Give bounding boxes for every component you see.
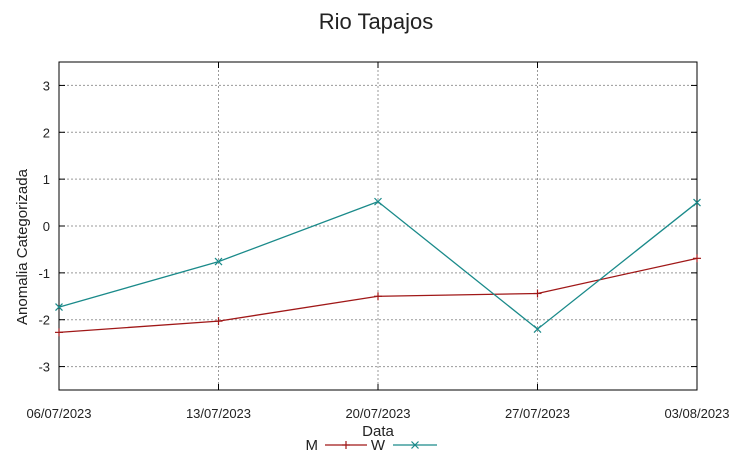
y-tick-label: 3 <box>43 78 50 93</box>
chart-title: Rio Tapajos <box>319 9 434 34</box>
grid-lines <box>59 62 697 390</box>
x-tick-label: 20/07/2023 <box>345 406 410 421</box>
plus-marker <box>693 254 701 263</box>
y-tick-label: 2 <box>43 125 50 140</box>
plus-marker <box>342 441 350 449</box>
y-tick-label: 0 <box>43 219 50 234</box>
x-axis-label: Data <box>362 423 394 440</box>
plus-marker <box>533 289 542 298</box>
x-marker <box>411 441 419 449</box>
x-tick-label: 13/07/2023 <box>186 406 251 421</box>
x-marker <box>214 257 223 266</box>
x-tick-label: 03/08/2023 <box>664 406 729 421</box>
x-tick-label: 06/07/2023 <box>26 406 91 421</box>
legend-label-m: M <box>306 437 319 454</box>
y-tick-label: 1 <box>43 172 50 187</box>
y-tick-label: -1 <box>38 266 50 281</box>
x-tick-label: 27/07/2023 <box>505 406 570 421</box>
series-line-w <box>58 200 698 330</box>
axis-ticks: 3 2 1 0 -1 -2 -3 06/07/2023 13/07/2023 20/07/2023… <box>26 62 730 421</box>
y-tick-label: -3 <box>38 360 50 375</box>
x-marker <box>55 303 63 311</box>
y-tick-label: -2 <box>38 313 50 328</box>
plus-marker <box>55 328 63 337</box>
y-axis-label: Anomalia Categorizada <box>14 168 31 325</box>
series-layer <box>55 197 701 337</box>
x-marker <box>693 198 701 207</box>
x-marker <box>374 197 382 206</box>
legend-label-w: W <box>371 437 386 454</box>
plus-marker <box>374 292 382 301</box>
x-marker <box>533 325 542 334</box>
plus-marker <box>214 317 223 326</box>
